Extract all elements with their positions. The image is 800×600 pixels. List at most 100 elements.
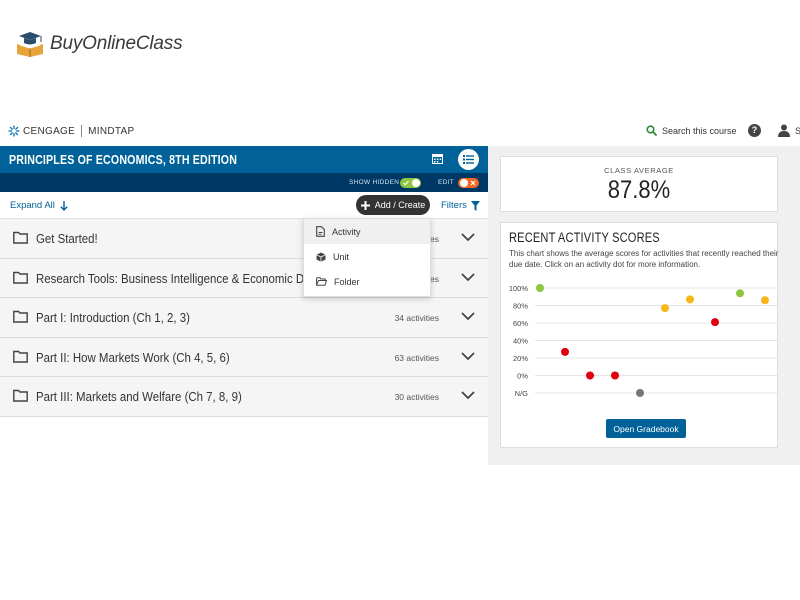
activity-score-dot[interactable] [536, 284, 544, 292]
folder-open-icon [316, 277, 327, 286]
add-create-button[interactable]: Add / Create [356, 195, 430, 215]
y-tick-label: 80% [513, 302, 528, 311]
y-tick-label: 60% [513, 319, 528, 328]
chevron-down-icon[interactable] [461, 351, 475, 361]
chevron-down-icon[interactable] [461, 391, 475, 400]
recent-scores-chart: 100% 80% 60% 40% 20% 0% N/G [509, 284, 777, 398]
search-icon [646, 125, 657, 136]
course-outline-panel: PRINCIPLES OF ECONOMICS, 8TH EDITION SHO… [0, 146, 488, 417]
arrow-down-icon [60, 200, 68, 211]
menu-item-unit[interactable]: Unit [304, 244, 430, 269]
activity-score-dot[interactable] [736, 289, 744, 298]
menu-item-folder[interactable]: Folder [304, 269, 430, 294]
plus-icon [360, 200, 370, 210]
chevron-down-icon[interactable] [461, 272, 475, 282]
activity-score-dot[interactable] [711, 318, 719, 327]
unit-activity-count: ities [423, 234, 439, 244]
edit-toggle[interactable] [458, 178, 479, 188]
unit-row[interactable]: Part II: How Markets Work (Ch 4, 5, 6) 6… [0, 337, 488, 377]
class-average-value: 87.8% [607, 176, 671, 204]
unit-activity-count: 63 activities [394, 352, 439, 363]
filters-button[interactable]: Filters [441, 200, 480, 211]
list-view-button[interactable] [458, 149, 479, 170]
y-tick-label: 100% [509, 284, 529, 293]
unit-title: Part III: Markets and Welfare (Ch 7, 8, … [36, 389, 242, 404]
product-name: MINDTAP [88, 125, 135, 137]
activity-score-dot[interactable] [761, 296, 769, 305]
unit-row[interactable]: Part I: Introduction (Ch 1, 2, 3) 34 act… [0, 298, 488, 338]
logo-text: BuyOnlineClass [50, 33, 183, 54]
add-create-menu: Activity Unit Folder [303, 218, 431, 297]
activity-score-dot[interactable] [611, 371, 619, 380]
activity-score-dot[interactable] [586, 371, 594, 380]
unit-activity-count: 34 activities [394, 313, 439, 323]
x-icon [470, 180, 476, 186]
unit-title: Part I: Introduction (Ch 1, 2, 3) [36, 310, 190, 325]
folder-icon [13, 271, 28, 284]
show-hidden-toggle[interactable] [400, 178, 421, 188]
filter-icon [470, 200, 480, 211]
file-icon [316, 226, 325, 237]
activity-score-dot[interactable] [636, 389, 644, 397]
activity-score-dot[interactable] [661, 304, 669, 313]
recent-scores-title: RECENT ACTIVITY SCORES [509, 230, 660, 245]
unit-title: Get Started! [36, 231, 98, 246]
expand-all-button[interactable]: Expand All [10, 200, 68, 211]
search-label: Search this course [662, 125, 737, 136]
outline-actions-bar: Expand All Add / Create Filters [0, 192, 488, 219]
course-header: PRINCIPLES OF ECONOMICS, 8TH EDITION [0, 146, 488, 173]
folder-icon [13, 231, 28, 244]
graduation-book-icon [17, 32, 43, 57]
chevron-down-icon[interactable] [461, 312, 475, 321]
app-topbar: CENGAGE MINDTAP Search this course ? S [0, 120, 800, 146]
activity-score-dot[interactable] [686, 295, 694, 304]
class-average-label: CLASS AVERAGE [604, 166, 674, 175]
add-create-label: Add / Create [374, 200, 426, 210]
y-tick-label: 20% [513, 354, 528, 363]
unit-list: Get Started! ities Research Tools: Busin… [0, 219, 488, 417]
list-icon [463, 155, 474, 164]
unit-activity-count: ities [423, 273, 439, 284]
user-name[interactable]: S [795, 126, 800, 136]
calendar-icon[interactable] [432, 153, 443, 164]
menu-item-label: Folder [334, 276, 360, 287]
help-icon[interactable]: ? [748, 124, 761, 137]
cengage-logo-icon [8, 125, 20, 137]
course-title: PRINCIPLES OF ECONOMICS, 8TH EDITION [9, 152, 238, 167]
edit-label: EDIT [438, 179, 455, 186]
y-tick-label: 0% [517, 372, 528, 381]
open-gradebook-label: Open Gradebook [613, 423, 679, 434]
open-gradebook-button[interactable]: Open Gradebook [606, 419, 686, 438]
course-dashboard-panel: CLASS AVERAGE 87.8% RECENT ACTIVITY SCOR… [488, 146, 800, 465]
y-tick-label: 40% [513, 337, 528, 346]
recent-activity-scores-card: RECENT ACTIVITY SCORES This chart shows … [500, 222, 778, 448]
menu-item-label: Unit [333, 251, 350, 262]
folder-icon [13, 389, 28, 402]
folder-icon [13, 350, 28, 363]
unit-row[interactable]: Part III: Markets and Welfare (Ch 7, 8, … [0, 377, 488, 417]
cengage-brand[interactable]: CENGAGE MINDTAP [8, 125, 134, 137]
user-icon[interactable] [778, 124, 790, 137]
toggle-knob [412, 179, 420, 187]
chevron-down-icon[interactable] [461, 233, 475, 242]
check-icon [403, 180, 409, 186]
unit-title: Research Tools: Business Intelligence & … [36, 270, 321, 286]
cube-icon [316, 252, 326, 262]
filters-label: Filters [441, 200, 467, 211]
activity-score-dot[interactable] [561, 347, 569, 356]
unit-activity-count: 30 activities [394, 392, 439, 402]
vendor-name: CENGAGE [23, 125, 76, 137]
y-tick-label: N/G [515, 389, 529, 398]
menu-item-label: Activity [332, 226, 361, 237]
toggle-knob [460, 179, 468, 187]
brand-divider [81, 125, 83, 137]
recent-scores-description: This chart shows the average scores for … [509, 249, 779, 269]
class-average-card: CLASS AVERAGE 87.8% [500, 156, 778, 212]
expand-all-label: Expand All [10, 200, 55, 211]
menu-item-activity[interactable]: Activity [304, 219, 430, 244]
course-search[interactable]: Search this course [646, 125, 737, 136]
course-options-bar: SHOW HIDDEN EDIT [0, 173, 488, 192]
site-logo: BuyOnlineClass [14, 30, 183, 58]
unit-title: Part II: How Markets Work (Ch 4, 5, 6) [36, 349, 230, 365]
show-hidden-label: SHOW HIDDEN [349, 179, 400, 186]
